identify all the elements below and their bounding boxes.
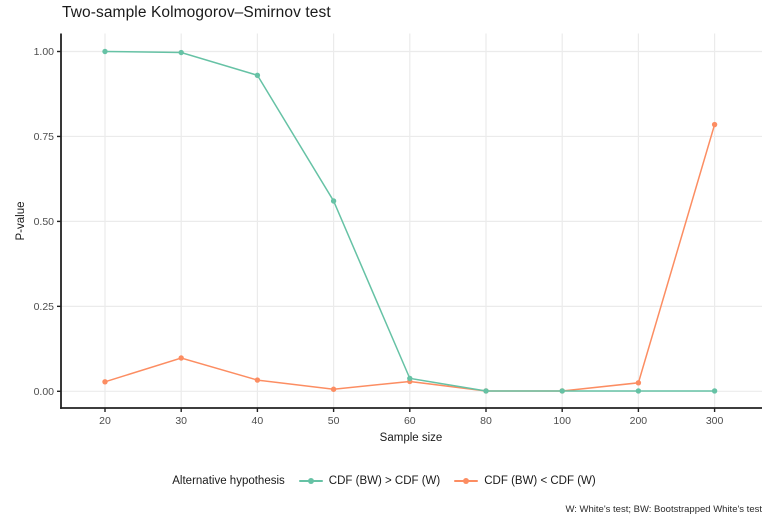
legend-item: CDF (BW) > CDF (W)	[298, 475, 441, 487]
data-point	[254, 72, 261, 78]
y-tick-label: 1.00	[34, 46, 55, 58]
chart-title: Two-sample Kolmogorov–Smirnov test	[62, 4, 331, 21]
data-point	[102, 48, 108, 55]
x-tick-label: 20	[99, 415, 111, 427]
legend-item-label: CDF (BW) < CDF (W)	[484, 475, 596, 487]
x-tick-label: 100	[553, 415, 571, 427]
legend-item: CDF (BW) < CDF (W)	[454, 475, 596, 487]
data-point	[711, 121, 718, 128]
legend: Alternative hypothesis CDF (BW) > CDF (W…	[0, 471, 768, 491]
y-tick-label: 0.25	[34, 301, 55, 313]
legend-item-label: CDF (BW) > CDF (W)	[328, 475, 441, 487]
footnote-caption: W: White's test; BW: Bootstrapped White'…	[565, 504, 762, 515]
data-point	[711, 388, 718, 394]
data-point	[330, 198, 337, 204]
data-point	[635, 380, 642, 386]
data-point	[559, 388, 565, 394]
x-tick-label: 300	[706, 415, 724, 427]
data-point	[330, 386, 337, 392]
plot-area: 0.00 0.25 0.50 0.75 1.00 20 30 40 50 60 80 100 200 30…	[34, 33, 762, 427]
x-tick-label: 200	[630, 415, 648, 427]
data-point	[407, 375, 413, 382]
y-tick-label: 0.50	[34, 216, 55, 228]
legend-key-icon	[298, 479, 323, 483]
data-point	[102, 379, 108, 385]
legend-key-icon	[454, 479, 479, 483]
x-tick-label: 50	[328, 415, 340, 427]
x-tick-label: 60	[404, 415, 416, 427]
data-point	[635, 388, 642, 394]
y-tick-label: 0.75	[34, 131, 55, 143]
legend-title: Alternative hypothesis	[172, 475, 285, 487]
data-point	[254, 377, 261, 383]
x-tick-label: 30	[175, 415, 187, 427]
x-tick-label: 80	[480, 415, 492, 427]
y-tick-label: 0.00	[34, 386, 55, 398]
legend-items: CDF (BW) > CDF (W) CDF (BW) < CDF (W)	[298, 475, 596, 487]
data-point	[178, 49, 184, 56]
x-axis-title: Sample size	[379, 432, 443, 444]
x-tick-label: 40	[252, 415, 264, 427]
data-point	[483, 388, 489, 394]
y-axis-title: P-value	[15, 201, 27, 241]
data-point	[178, 355, 184, 361]
